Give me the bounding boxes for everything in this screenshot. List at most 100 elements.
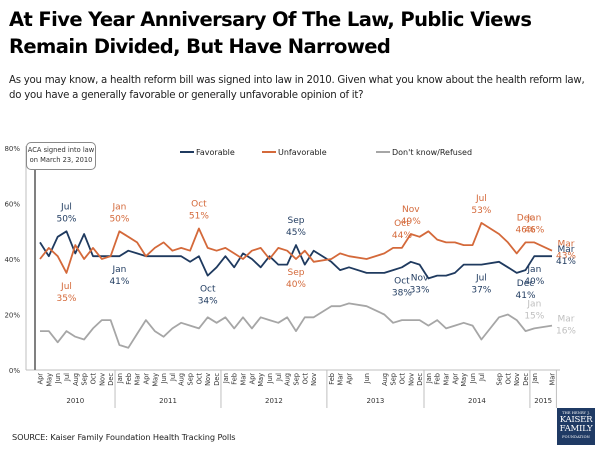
x-tick-label: Sep — [187, 373, 195, 385]
data-label-value: 46% — [524, 225, 544, 235]
data-label-value: 15% — [524, 311, 544, 321]
logo-line-3: FAMILY — [559, 424, 593, 434]
data-label-month: Nov — [402, 205, 420, 215]
x-tick-label: May — [45, 373, 53, 387]
survey-question: As you may know, a health reform bill wa… — [9, 75, 585, 101]
x-tick-label: Dec — [416, 373, 424, 386]
data-label-value: 43% — [556, 252, 576, 262]
x-tick-label: May — [460, 373, 468, 387]
x-tick-label: Dec — [213, 373, 221, 386]
x-tick-label: Nov — [204, 373, 212, 386]
year-label: 2014 — [468, 397, 486, 405]
data-label-value: 40% — [286, 280, 306, 290]
data-label-value: 16% — [556, 327, 576, 337]
data-label-value: 51% — [189, 211, 209, 221]
x-tick-label: Feb — [434, 373, 442, 385]
x-tick-label: Oct — [89, 373, 97, 385]
data-label-month: Jan — [526, 213, 541, 223]
series-line-unfavorable — [39, 221, 553, 274]
data-label-value: 46% — [516, 225, 536, 235]
data-label-month: Jan — [112, 265, 127, 275]
x-tick-label: Mar — [337, 373, 345, 386]
logo-line-2: KAISER — [559, 415, 593, 425]
data-label-value: 41% — [109, 277, 129, 287]
x-tick-label: Sep — [81, 373, 89, 385]
data-label-value: 38% — [392, 288, 412, 298]
x-tick-label: Nov — [513, 373, 521, 386]
x-tick-label: Jun — [266, 373, 274, 384]
data-label-month: Sep — [288, 268, 305, 278]
y-tick-label: 60% — [4, 201, 20, 209]
data-label-month: Mar — [558, 240, 575, 250]
x-tick-label: Mar — [549, 373, 557, 386]
data-label-month: Jul — [475, 274, 487, 284]
x-tick-label: Oct — [504, 373, 512, 385]
x-tick-label: Jan — [425, 373, 433, 384]
data-label-value: 53% — [471, 206, 491, 216]
x-tick-label: Apr — [248, 373, 256, 385]
data-label-month: Jul — [60, 202, 72, 212]
y-tick-label: 0% — [9, 367, 20, 375]
data-label-value: 49% — [401, 217, 421, 227]
data-label-value: 41% — [556, 257, 576, 267]
data-label-value: 34% — [198, 297, 218, 307]
x-tick-label: Aug — [178, 373, 186, 386]
x-tick-label: May — [257, 373, 265, 387]
x-tick-label: Nov — [310, 373, 318, 386]
data-label-value: 45% — [286, 228, 306, 238]
x-tick-label: Apr — [142, 373, 150, 385]
year-label: 2013 — [367, 397, 385, 405]
data-label-month: Dec — [517, 213, 534, 223]
x-tick-label: Oct — [301, 373, 309, 385]
data-label-month: Sep — [288, 216, 305, 226]
data-label-value: 50% — [56, 214, 76, 224]
legend-label: Unfavorable — [278, 148, 327, 157]
x-tick-label: Jul — [275, 373, 283, 382]
x-tick-label: May — [151, 373, 159, 387]
x-tick-label: Feb — [231, 373, 239, 385]
x-tick-label: Jun — [363, 373, 371, 384]
series-line-don-t-know-refused — [40, 302, 553, 349]
y-tick-label: 80% — [4, 145, 20, 153]
x-tick-label: Oct — [398, 373, 406, 385]
x-tick-label: Jun — [160, 373, 168, 384]
page-title: At Five Year Anniversary Of The Law, Pub… — [9, 8, 532, 58]
x-tick-label: Jul — [478, 373, 486, 382]
year-label: 2011 — [159, 397, 177, 405]
data-label-month: Mar — [558, 315, 575, 325]
data-label-value: 50% — [109, 214, 129, 224]
y-tick-label: 40% — [4, 256, 20, 264]
data-label-month: Mar — [558, 245, 575, 255]
x-tick-label: Jan — [222, 373, 230, 384]
x-tick-label: Aug — [284, 373, 292, 386]
callout-line-1: ACA signed into law — [27, 146, 95, 154]
data-label-month: Oct — [394, 219, 410, 229]
x-tick-label: Jul — [63, 373, 71, 382]
aca-signed-callout: ACA signed into law on March 23, 2010 — [26, 142, 96, 170]
year-label: 2010 — [66, 397, 84, 405]
data-label-value: 37% — [471, 286, 491, 296]
legend-label: Don't know/Refused — [392, 148, 472, 157]
data-label-value: 35% — [56, 294, 76, 304]
logo-line-4: FOUNDATION — [562, 435, 590, 439]
callout-line-2: on March 23, 2010 — [29, 155, 93, 164]
x-tick-label: Sep — [390, 373, 398, 385]
x-tick-label: Feb — [328, 373, 336, 385]
data-label-value: 41% — [516, 291, 536, 301]
data-label-value: 44% — [392, 231, 412, 241]
x-tick-label: Dec — [522, 373, 530, 386]
series-line-favorable — [39, 230, 552, 280]
x-tick-label: Oct — [195, 373, 203, 385]
x-tick-label: Apr — [345, 373, 353, 385]
x-tick-label: Jan — [116, 373, 124, 384]
data-label-month: Oct — [394, 276, 410, 286]
x-tick-label: Apr — [451, 373, 459, 385]
x-tick-label: Sep — [496, 373, 504, 385]
data-label-month: Jan — [526, 299, 541, 309]
x-tick-label: Jun — [469, 373, 477, 384]
data-label-month: Jul — [475, 194, 487, 204]
logo-line-1: THE HENRY J. — [562, 411, 590, 415]
year-label: 2012 — [265, 397, 283, 405]
source-note: SOURCE: Kaiser Family Foundation Health … — [12, 432, 236, 442]
